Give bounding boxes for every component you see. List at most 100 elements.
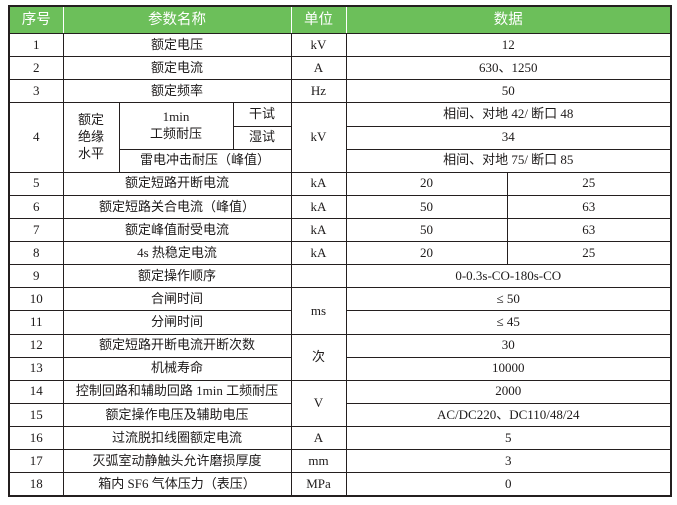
header-unit: 单位	[290, 5, 347, 35]
cell-serial: 12	[8, 333, 64, 358]
cell-param: 额定短路开断电流开断次数	[62, 333, 292, 358]
cell-data: 34	[345, 125, 672, 150]
cell-param: 过流脱扣线圈额定电流	[62, 425, 292, 451]
cell-data-right: 63	[506, 194, 672, 220]
cell-serial: 10	[8, 287, 64, 312]
cell-param: 机械寿命	[62, 356, 292, 381]
cell-data: 5	[345, 425, 672, 451]
table-row: 9 额定操作顺序 0-0.3s-CO-180s-CO	[8, 264, 672, 289]
cell-serial: 11	[8, 310, 64, 335]
cell-data: 30	[345, 333, 672, 358]
table-row: 12 额定短路开断电流开断次数 次 30	[8, 333, 672, 381]
table-row: 14 控制回路和辅助回路 1min 工频耐压 V 2000	[8, 379, 672, 428]
cell-serial: 13	[8, 356, 64, 381]
cell-unit: ms	[290, 287, 347, 335]
cell-data-left: 20	[345, 241, 508, 266]
cell-data: 相间、对地 75/ 断口 85	[345, 148, 672, 173]
cell-unit: kV	[290, 102, 347, 173]
cell-data-right: 25	[506, 171, 672, 196]
cell-serial: 1	[8, 33, 64, 58]
cell-serial: 6	[8, 194, 64, 220]
cell-serial: 16	[8, 425, 64, 451]
cell-param: 额定短路关合电流（峰值）	[62, 194, 292, 220]
table-row: 2 额定电流 A 630、1250	[8, 56, 672, 81]
cell-serial: 15	[8, 402, 64, 428]
cell-data-right: 25	[506, 241, 672, 266]
cell-data: 2000	[345, 379, 672, 404]
cell-param: 额定操作电压及辅助电压	[62, 402, 292, 428]
cell-serial: 5	[8, 171, 64, 196]
cell-unit: kA	[290, 194, 347, 220]
cell-serial: 18	[8, 472, 64, 497]
cell-param: 控制回路和辅助回路 1min 工频耐压	[62, 379, 292, 404]
cell-data-right: 63	[506, 218, 672, 243]
cell-param: 4s 热稳定电流	[62, 241, 292, 266]
table-row: 7 额定峰值耐受电流 kA 50 63	[8, 218, 672, 243]
cell-param: 额定操作顺序	[62, 264, 292, 289]
cell-unit: V	[290, 379, 347, 428]
cell-serial: 7	[8, 218, 64, 243]
cell-data: ≤ 50	[345, 287, 672, 312]
table-row: 11 分闸时间 ≤ 45	[8, 310, 672, 335]
table-row-insulation-wet: 湿试 34	[9, 125, 672, 150]
cell-unit: Hz	[290, 79, 347, 104]
cell-data-left: 50	[345, 194, 508, 220]
cell-data: 相间、对地 42/ 断口 48	[345, 102, 672, 127]
cell-unit: MPa	[290, 472, 347, 497]
table-row: 15 额定操作电压及辅助电压 AC/DC220、DC110/48/24	[8, 402, 672, 428]
cell-param: 额定频率	[62, 79, 292, 104]
cell-insulation-group: 额定 绝缘 水平	[62, 102, 120, 173]
table-row: 6 额定短路关合电流（峰值） kA 50 63	[8, 194, 672, 220]
cell-unit: 次	[290, 333, 347, 381]
table-row: 8 4s 热稳定电流 kA 20 25	[8, 241, 672, 266]
table-row: 5 额定短路开断电流 kA 20 25	[8, 171, 672, 196]
spec-table: 序号 参数名称 单位 数据 1 额定电压 kV 12 2 额定电流 A 630、…	[8, 5, 672, 497]
cell-power-freq-label: 1min 工频耐压	[118, 102, 234, 150]
cell-param: 箱内 SF6 气体压力（表压）	[62, 472, 292, 497]
cell-data-left: 20	[345, 171, 508, 196]
header-serial: 序号	[8, 5, 64, 35]
cell-serial: 8	[8, 241, 64, 266]
table-row: 3 额定频率 Hz 50	[8, 79, 672, 104]
header-param: 参数名称	[62, 5, 292, 35]
cell-param: 灭弧室动静触头允许磨损厚度	[62, 449, 292, 474]
spec-table-container: 序号 参数名称 单位 数据 1 额定电压 kV 12 2 额定电流 A 630、…	[8, 5, 672, 497]
cell-serial: 2	[8, 56, 64, 81]
header-data: 数据	[345, 5, 672, 35]
table-row: 10 合闸时间 ms ≤ 50	[8, 287, 672, 335]
cell-unit: mm	[290, 449, 347, 474]
table-row: 18 箱内 SF6 气体压力（表压） MPa 0	[8, 472, 672, 497]
cell-data: 12	[345, 33, 672, 58]
table-row: 16 过流脱扣线圈额定电流 A 5	[8, 425, 672, 451]
cell-data: 50	[345, 79, 672, 104]
cell-param: 合闸时间	[62, 287, 292, 312]
cell-param: 额定电流	[62, 56, 292, 81]
cell-lightning-label: 雷电冲击耐压（峰值）	[118, 148, 292, 173]
cell-serial: 9	[8, 264, 64, 289]
cell-data-left: 50	[345, 218, 508, 243]
cell-data: ≤ 45	[345, 310, 672, 335]
cell-data: 0	[345, 472, 672, 497]
cell-param: 额定短路开断电流	[62, 171, 292, 196]
cell-unit: kA	[290, 218, 347, 243]
cell-data: 3	[345, 449, 672, 474]
cell-param: 额定电压	[62, 33, 292, 58]
cell-unit: kA	[290, 241, 347, 266]
cell-data: 630、1250	[345, 56, 672, 81]
cell-serial: 3	[8, 79, 64, 104]
cell-unit: kV	[290, 33, 347, 58]
cell-unit-empty	[290, 264, 347, 289]
cell-data: AC/DC220、DC110/48/24	[345, 402, 672, 428]
cell-param: 额定峰值耐受电流	[62, 218, 292, 243]
cell-param: 分闸时间	[62, 310, 292, 335]
cell-dry-test-label: 干试	[232, 102, 292, 127]
cell-unit: A	[290, 425, 347, 451]
table-row: 17 灭弧室动静触头允许磨损厚度 mm 3	[8, 449, 672, 474]
header-row: 序号 参数名称 单位 数据	[8, 5, 672, 35]
cell-serial: 4	[8, 102, 64, 173]
table-row-insulation-dry: 4 额定 绝缘 水平 1min 工频耐压 干试 kV 相间、对地 42/ 断口 …	[8, 102, 672, 173]
cell-data: 10000	[345, 356, 672, 381]
table-row-insulation-lightning: 雷电冲击耐压（峰值） 相间、对地 75/ 断口 85	[9, 148, 672, 173]
cell-data: 0-0.3s-CO-180s-CO	[345, 264, 672, 289]
cell-unit: kA	[290, 171, 347, 196]
